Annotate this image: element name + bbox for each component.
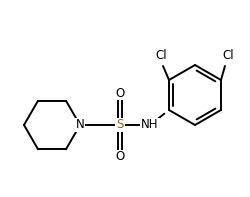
Text: O: O [116,151,124,164]
Text: O: O [116,86,124,99]
Text: NH: NH [141,119,159,132]
Text: N: N [76,119,84,132]
Text: Cl: Cl [222,48,234,61]
Text: Cl: Cl [155,48,167,61]
Text: S: S [116,119,124,132]
